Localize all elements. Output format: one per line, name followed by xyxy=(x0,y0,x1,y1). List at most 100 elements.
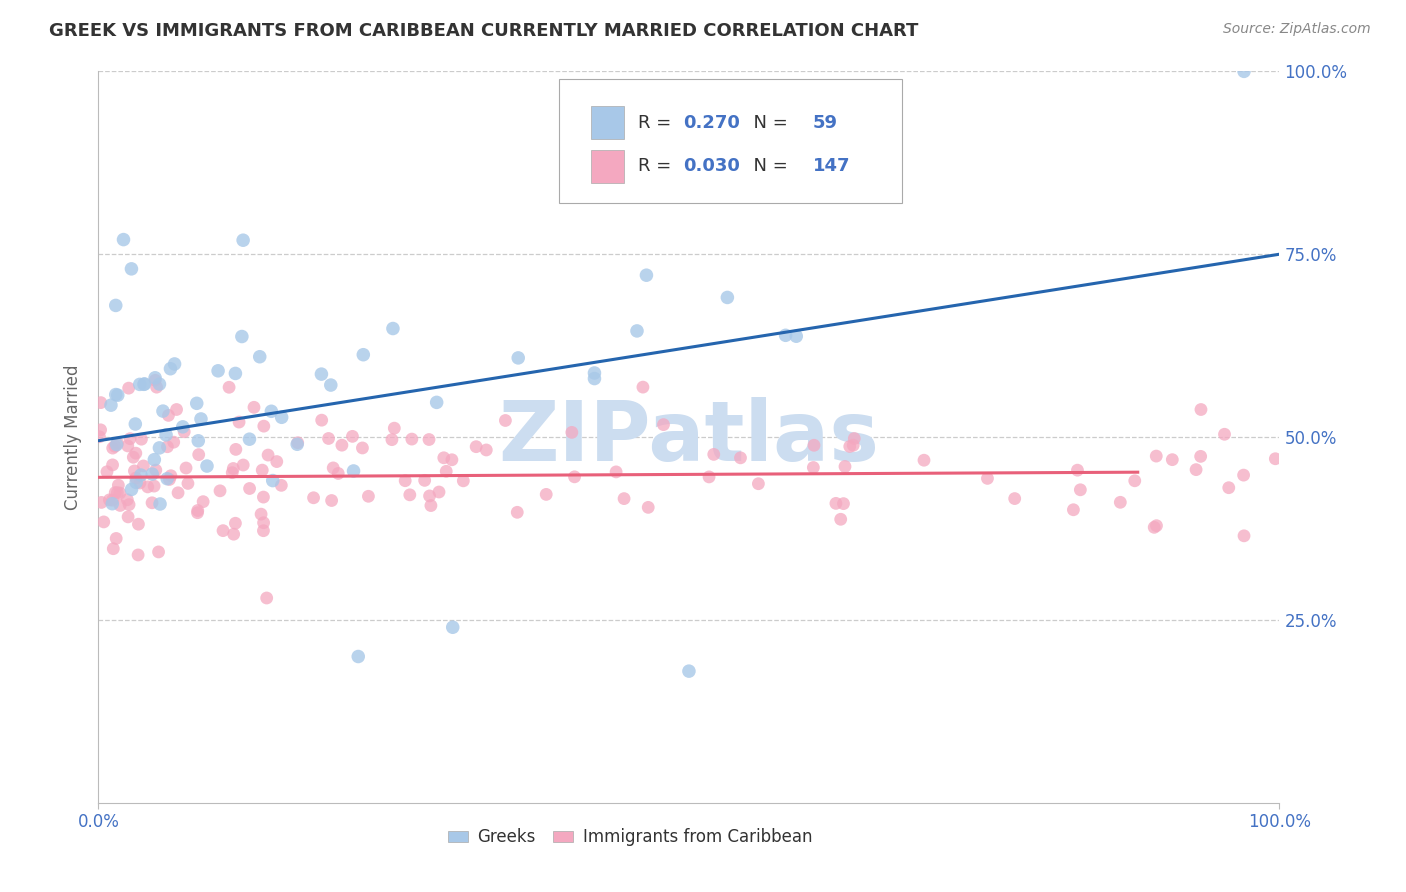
Point xyxy=(238,432,260,446)
Point xyxy=(561,425,583,440)
Point xyxy=(105,437,128,451)
Point xyxy=(434,464,457,478)
Point xyxy=(163,435,186,450)
FancyBboxPatch shape xyxy=(591,106,624,138)
Point xyxy=(1123,474,1146,488)
Point xyxy=(89,430,111,444)
Text: 0.270: 0.270 xyxy=(683,113,740,131)
Point xyxy=(1213,427,1236,442)
Point xyxy=(107,478,129,492)
Text: GREEK VS IMMIGRANTS FROM CARIBBEAN CURRENTLY MARRIED CORRELATION CHART: GREEK VS IMMIGRANTS FROM CARIBBEAN CURRE… xyxy=(49,22,918,40)
Point xyxy=(149,497,172,511)
Point xyxy=(508,351,530,365)
Point xyxy=(252,516,274,530)
Point xyxy=(1189,402,1212,417)
Point xyxy=(224,367,246,381)
Point xyxy=(131,432,153,446)
Point xyxy=(145,380,167,394)
Text: 147: 147 xyxy=(813,158,851,176)
Point xyxy=(785,329,807,343)
Point xyxy=(716,290,738,304)
Point xyxy=(143,373,166,387)
Point xyxy=(104,485,127,500)
Legend: Greeks, Immigrants from Caribbean: Greeks, Immigrants from Caribbean xyxy=(441,822,818,853)
Point xyxy=(381,321,404,335)
Point xyxy=(342,464,364,478)
Point xyxy=(825,496,848,510)
Point xyxy=(249,350,271,364)
Point xyxy=(159,361,181,376)
Point xyxy=(1062,502,1084,516)
Point xyxy=(270,478,292,492)
Point xyxy=(155,428,177,442)
Point xyxy=(132,458,155,473)
Point xyxy=(156,440,179,454)
Point xyxy=(191,494,214,508)
Point xyxy=(218,380,240,394)
Point xyxy=(256,591,278,605)
Point xyxy=(1146,518,1168,533)
Point xyxy=(105,532,128,546)
Text: 0.030: 0.030 xyxy=(683,158,740,176)
Point xyxy=(124,417,146,431)
Point xyxy=(441,620,464,634)
Point xyxy=(128,377,150,392)
Point xyxy=(125,475,148,490)
Point xyxy=(118,381,141,395)
Point xyxy=(270,410,292,425)
Point xyxy=(285,437,308,451)
Point xyxy=(842,438,865,452)
Point xyxy=(1109,495,1132,509)
Point xyxy=(157,409,180,423)
Point xyxy=(129,475,152,490)
Point xyxy=(173,425,195,439)
Point xyxy=(652,417,675,432)
Point xyxy=(212,524,235,538)
Point xyxy=(328,467,350,481)
Point xyxy=(747,476,769,491)
Point xyxy=(697,470,720,484)
Point xyxy=(260,404,283,418)
Point xyxy=(912,453,935,467)
Point xyxy=(801,460,824,475)
Point xyxy=(1161,452,1184,467)
Point xyxy=(834,459,856,474)
Point xyxy=(228,415,250,429)
Point xyxy=(352,441,374,455)
Point xyxy=(187,503,209,517)
Point xyxy=(631,380,654,394)
Point xyxy=(108,486,131,500)
Point xyxy=(321,493,343,508)
Point xyxy=(125,446,148,460)
Point xyxy=(357,489,380,503)
Point xyxy=(433,450,456,465)
Point xyxy=(167,485,190,500)
Point xyxy=(678,664,700,678)
Point xyxy=(844,432,866,446)
Point xyxy=(330,438,353,452)
Point xyxy=(120,261,142,276)
Point xyxy=(101,493,124,508)
Point xyxy=(118,498,141,512)
Point xyxy=(253,419,276,434)
Point xyxy=(166,402,188,417)
Point xyxy=(174,461,197,475)
Point xyxy=(186,506,208,520)
Point xyxy=(252,463,274,477)
Point xyxy=(252,524,274,538)
Point xyxy=(112,233,135,247)
Point xyxy=(232,233,254,247)
Point xyxy=(322,461,344,475)
Point xyxy=(148,545,170,559)
Point xyxy=(319,378,342,392)
Point xyxy=(318,432,340,446)
Text: R =: R = xyxy=(638,158,678,176)
Point xyxy=(190,412,212,426)
Point xyxy=(413,474,436,488)
Point xyxy=(262,474,284,488)
Point xyxy=(103,541,125,556)
Text: Source: ZipAtlas.com: Source: ZipAtlas.com xyxy=(1223,22,1371,37)
Point xyxy=(90,423,112,437)
Point xyxy=(143,452,166,467)
Point xyxy=(143,371,166,385)
